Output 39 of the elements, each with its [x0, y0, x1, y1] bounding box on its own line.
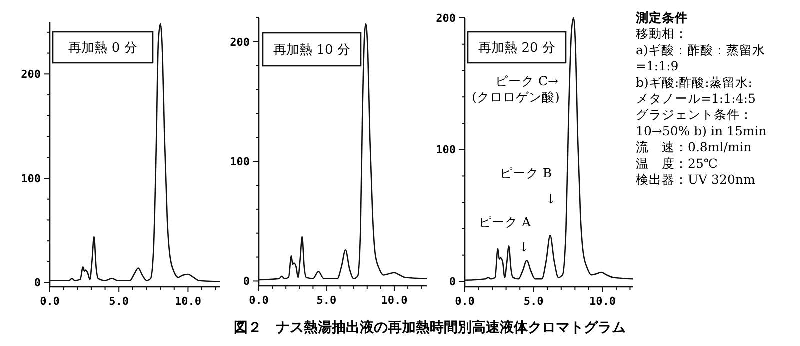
annotation: ピーク C→	[495, 73, 560, 88]
text: グラジェント条件：	[636, 107, 753, 122]
y-tick-label: 0	[34, 276, 41, 290]
y-tick-label: 100	[436, 144, 456, 157]
text: 温 度：25℃	[636, 156, 718, 171]
y-tick-label: 100	[230, 155, 250, 168]
text: 再加熱 10 分	[274, 43, 350, 58]
y-tick-label: 200	[230, 36, 250, 49]
text: b)ギ酸:酢酸:蒸留水:	[636, 74, 753, 90]
y-tick-label: 0	[243, 275, 250, 288]
text: 検出器：UV 320nm	[636, 172, 756, 187]
y-tick-label: 0	[449, 276, 456, 289]
y-tick-label: 200	[436, 12, 456, 25]
x-tick-label: 5.0	[524, 295, 544, 308]
text: 10→50% b) in 15min	[636, 123, 767, 138]
x-tick-label: 5.0	[109, 295, 130, 308]
text: 流 速：0.8ml/min	[636, 140, 752, 155]
y-tick-label: 100	[21, 172, 41, 186]
text: 移動相：	[636, 26, 688, 42]
x-tick-label: 10.0	[589, 295, 616, 308]
text: 測定条件	[635, 10, 688, 25]
text: 再加熱 20 分	[478, 41, 556, 56]
text: 再加熱 0 分	[68, 41, 138, 56]
x-tick-label: 5.0	[316, 294, 337, 307]
text: a)ギ酸：酢酸：蒸留水	[636, 42, 766, 58]
y-tick-label: 200	[21, 68, 41, 82]
text: =1:1:9	[636, 58, 679, 74]
annotation: ピーク A	[478, 214, 532, 230]
text: メタノール=1:1:4:5	[636, 91, 756, 106]
x-tick-label: 10.0	[381, 294, 408, 307]
x-tick-label: 0.0	[40, 295, 60, 308]
annotation: (クロロゲン酸)	[472, 89, 560, 104]
text: 図２ ナス熱湯抽出液の再加熱時間別高速液体クロマトグラム	[234, 319, 626, 336]
x-tick-label: 0.0	[249, 294, 269, 307]
annotation: ↓	[546, 191, 556, 206]
annotation: ピーク B	[500, 165, 552, 180]
annotation: ↓	[518, 239, 530, 254]
x-tick-label: 10.0	[174, 295, 202, 308]
x-tick-label: 0.0	[455, 295, 475, 308]
